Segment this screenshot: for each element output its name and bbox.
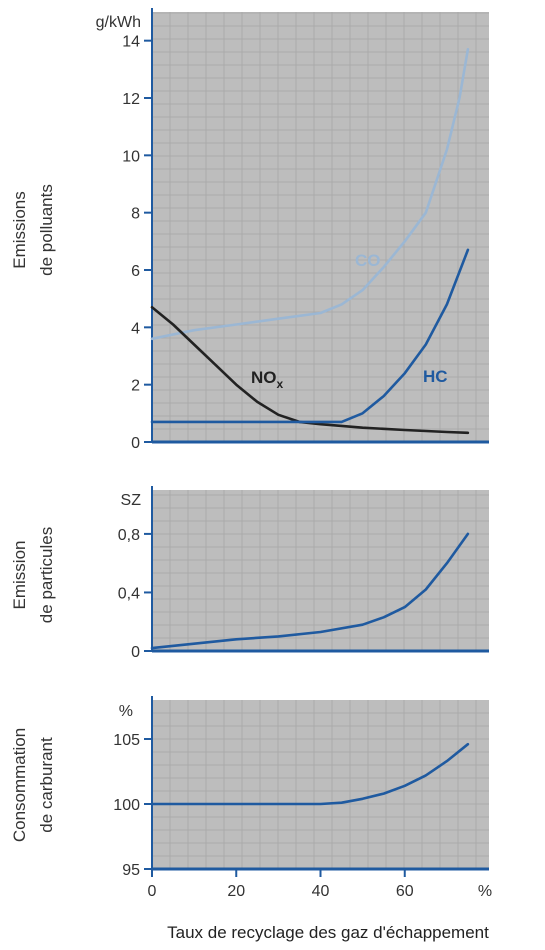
pollutants-unit: g/kWh [96,14,141,31]
x-axis-label: Taux de recyclage des gaz d'échappement [167,923,489,942]
consumption-plot-area [152,700,489,869]
pollutants-series [150,48,470,435]
particles-plot-area [152,490,489,651]
pollutants-ylabel-line2: de polluants [37,184,56,276]
particles-panel: SZ Emission de particules 0 0,4 0,8 [10,486,489,661]
particles-y-tick-label: 0,8 [118,527,140,544]
pollutants-y-tick-label: 14 [122,34,140,51]
pollutants-y-tick-label: 8 [131,206,140,223]
particles-y-ticks: 0 0,4 0,8 [118,486,489,661]
particles-unit: SZ [121,492,142,509]
series-label-co: CO [355,251,381,270]
particles-ylabel-line1: Emission [10,541,29,610]
particles-y-tick-label: 0 [131,644,140,661]
x-tick-label: 60 [396,883,414,900]
series-label-hc: HC [423,367,448,386]
consumption-ylabel-line1: Consommation [10,728,29,842]
series-line-nox [150,306,470,435]
pollutants-y-tick-label: 6 [131,263,140,280]
x-tick-label: 0 [148,883,157,900]
x-axis-unit: % [478,883,492,900]
pollutants-plot-area [152,12,489,442]
pollutants-y-tick-label: 0 [131,435,140,452]
consumption-y-tick-label: 95 [122,862,140,879]
consumption-panel: % Consommation de carburant 95 100 105 [10,696,489,879]
series-line-co [150,48,470,341]
pollutants-y-tick-label: 12 [122,91,140,108]
particles-series [150,532,470,650]
x-tick-label: 40 [312,883,330,900]
pollutants-grid [152,12,489,442]
pollutants-panel: g/kWh Emissions de polluants 0 2 4 6 8 10 12 14… [10,8,489,452]
x-tick-label: 20 [227,883,245,900]
consumption-unit: % [119,703,133,720]
consumption-ylabel-line2: de carburant [37,737,56,833]
pollutants-y-ticks: 0 2 4 6 8 10 12 14 [122,8,489,452]
particles-ylabel-line2: de particules [37,527,56,623]
particles-y-tick-label: 0,4 [118,585,140,602]
pollutants-ylabel-line1: Emissions [10,191,29,268]
consumption-y-tick-label: 100 [113,797,140,814]
pollutants-y-tick-label: 4 [131,320,140,337]
consumption-y-tick-label: 105 [113,732,140,749]
series-line-consumption [150,742,470,806]
series-line-particles [150,532,470,650]
x-axis-ticks: 0 20 40 60 [148,869,414,900]
series-line-hc [150,248,470,424]
pollutants-y-tick-label: 2 [131,378,140,395]
consumption-series [150,742,470,806]
pollutants-y-tick-label: 10 [122,148,140,165]
series-label-nox: NOx [251,368,284,391]
